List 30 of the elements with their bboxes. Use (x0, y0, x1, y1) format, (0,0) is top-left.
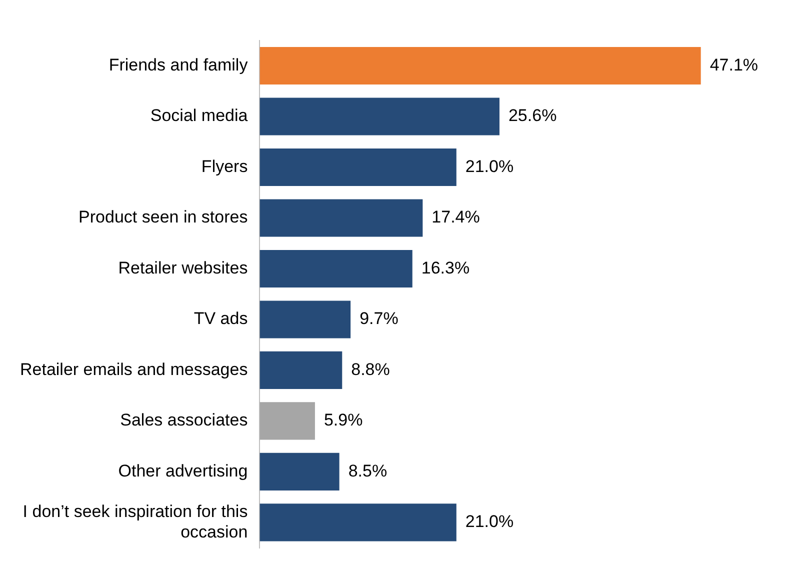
data-label: 47.1% (710, 55, 758, 74)
bar (260, 402, 315, 440)
y-tick-label: TV ads (194, 309, 248, 328)
y-tick-label: Social media (150, 106, 248, 126)
data-label: 21.0% (465, 156, 514, 176)
data-label: 5.9% (324, 410, 363, 430)
bar (260, 250, 412, 288)
data-label: 16.3% (421, 258, 470, 278)
bar (260, 351, 342, 389)
data-label: 21.0% (465, 512, 514, 532)
data-label: 9.7% (360, 309, 398, 328)
bar (260, 504, 456, 542)
y-tick-label: Sales associates (120, 410, 248, 430)
data-label: 25.6% (508, 106, 557, 126)
y-tick-label: Other advertising (118, 461, 248, 480)
bar (260, 98, 500, 136)
y-tick-label: Friends and family (108, 55, 248, 74)
y-tick-label: Retailer emails and messages (20, 360, 248, 379)
data-label: 8.5% (348, 461, 388, 480)
y-tick-label: I don’t seek inspiration for this occasion (22, 502, 248, 542)
data-label: 8.8% (351, 360, 390, 379)
bar (260, 46, 701, 85)
bar (260, 452, 340, 490)
y-tick-label: Retailer websites (118, 258, 248, 278)
bar (260, 148, 456, 186)
bar (260, 199, 423, 237)
bar (260, 300, 351, 338)
data-label: 17.4% (432, 208, 480, 227)
y-tick-label: Flyers (201, 156, 248, 176)
y-tick-label: Product seen in stores (78, 208, 248, 227)
